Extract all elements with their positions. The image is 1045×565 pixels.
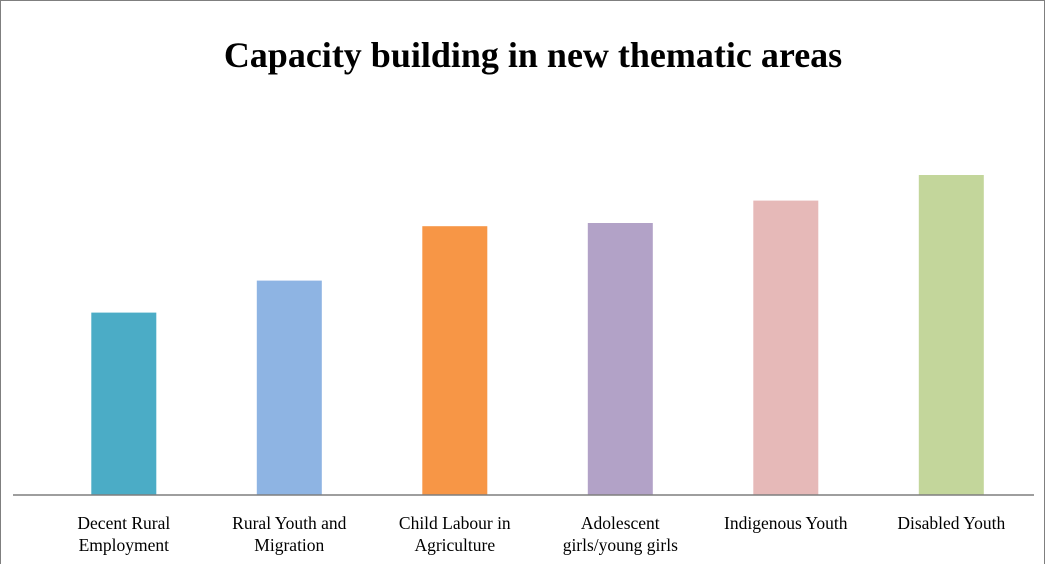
bar: [91, 312, 157, 495]
category-label: Rural Youth and Migration: [232, 513, 346, 555]
bar: [587, 223, 653, 495]
category-labels: Decent Rural Employment Rural Youth and Mig…: [77, 513, 1005, 555]
category-label: Decent Rural Employment: [77, 513, 170, 555]
bar: [422, 226, 488, 495]
category-label: Child Labour in Agriculture: [399, 513, 511, 555]
category-label: Disabled Youth: [897, 513, 1005, 533]
category-label: Indigenous Youth: [724, 513, 848, 533]
bar: [753, 200, 819, 495]
category-label: Adolescent girls/young girls: [563, 513, 678, 555]
bar: [256, 280, 322, 495]
bars-layer: [91, 175, 984, 495]
chart-title: Capacity building in new thematic areas: [224, 35, 842, 75]
bar: [918, 175, 984, 495]
